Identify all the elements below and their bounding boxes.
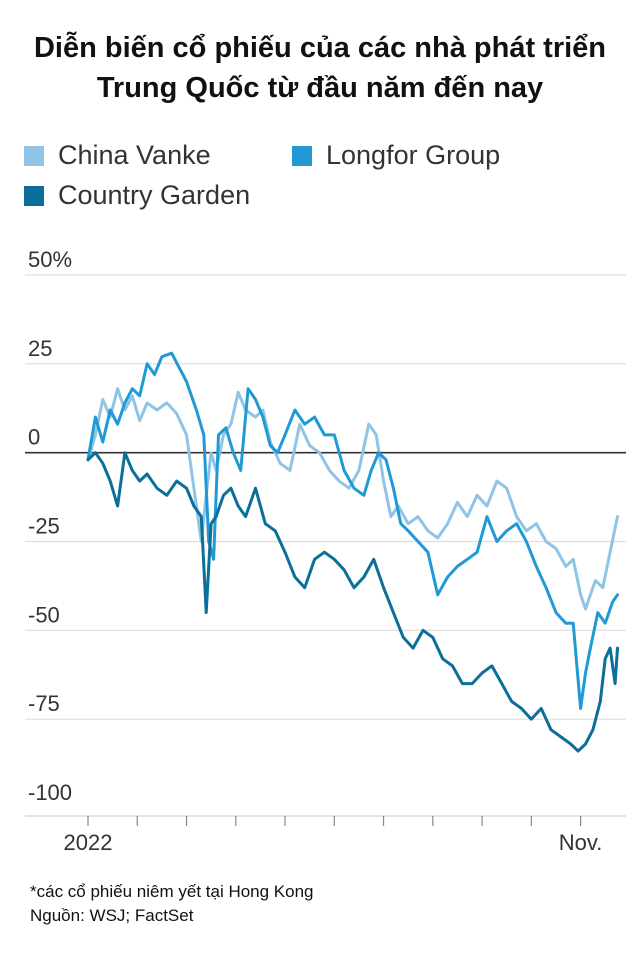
y-tick-label: -75 [28, 691, 60, 716]
series-line-longfor [86, 351, 619, 710]
footnote-text: *các cổ phiếu niêm yết tại Hong Kong [30, 882, 314, 901]
legend-item-country-garden: Country Garden [24, 180, 250, 211]
y-tick-label: -100 [28, 780, 72, 805]
chart-title-line-2: Trung Quốc từ đầu năm đến nay [96, 72, 544, 104]
series-line-country-garden [86, 451, 619, 753]
legend-swatch-vanke [24, 145, 44, 166]
x-tick-label: 2022 [64, 830, 113, 855]
source-text: Nguồn: WSJ; FactSet [30, 906, 194, 925]
chart-title-line-1: Diễn biến cổ phiếu của các nhà phát triể… [33, 32, 607, 64]
x-tick-label: Nov. [559, 830, 603, 855]
legend-label-longfor: Longfor Group [326, 140, 501, 170]
legend-label-country-garden: Country Garden [58, 180, 251, 210]
y-tick-label: -25 [28, 514, 60, 539]
footnote-block: *các cổ phiếu niêm yết tại Hong Kong Ngu… [30, 880, 314, 928]
y-tick-label: -50 [28, 602, 60, 627]
y-tick-label: 0 [28, 425, 40, 450]
legend-item-longfor: Longfor Group [292, 140, 500, 171]
y-tick-label: 25 [28, 336, 52, 361]
line-chart: 50% 25 0 -25 -50 -75 -100 2022 Nov. [25, 247, 626, 855]
legend-swatch-longfor [292, 145, 312, 166]
chart-title: Diễn biến cổ phiếu của các nhà phát triể… [0, 28, 640, 108]
legend-swatch-country-garden [24, 185, 44, 206]
legend-label-vanke: China Vanke [58, 140, 211, 170]
series-line-vanke [86, 387, 619, 611]
legend-item-vanke: China Vanke [24, 140, 211, 171]
chart-legend: China Vanke Longfor Group Country Garden [24, 140, 624, 220]
y-tick-label: 50% [28, 247, 72, 272]
